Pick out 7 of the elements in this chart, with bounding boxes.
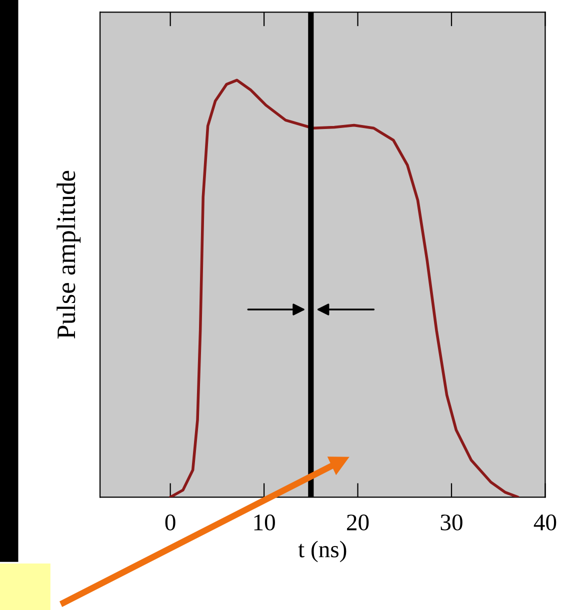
x-tick-label: 30 [440, 514, 462, 530]
x-tick-label: 40 [534, 514, 556, 530]
x-tick-label: 10 [254, 514, 275, 530]
x-tick-label: 20 [347, 514, 369, 530]
x-axis-title: t (ns) [298, 540, 346, 562]
y-axis-title: Pulse amplitude [56, 170, 81, 339]
x-tick-label: 0 [165, 514, 176, 530]
